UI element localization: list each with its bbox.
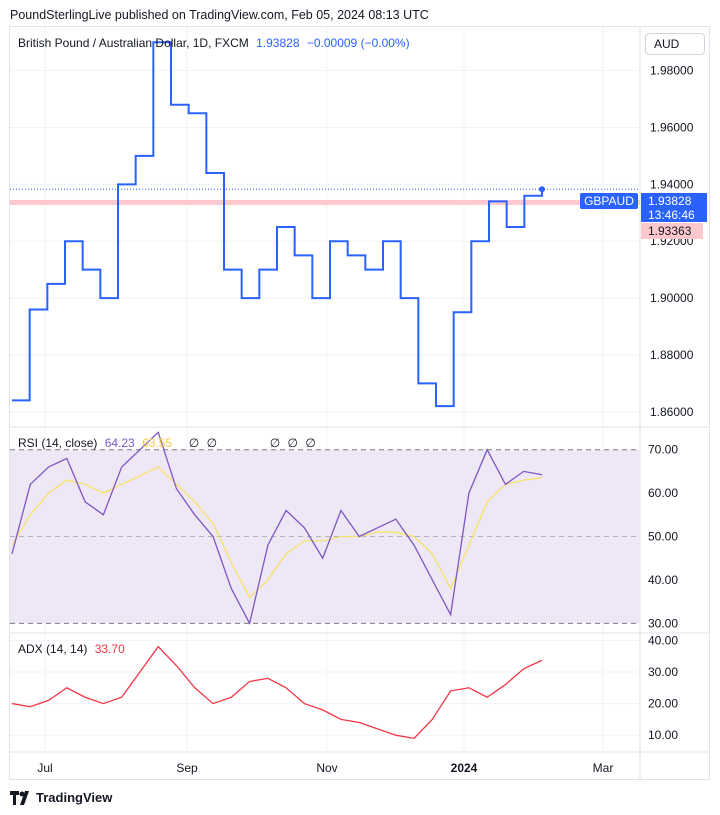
empty-value-mark: ∅ xyxy=(287,436,298,450)
adx-axis-label: 10.00 xyxy=(648,728,678,742)
price-axis: 1.980001.960001.940001.920001.900001.880… xyxy=(650,64,694,419)
empty-value-mark: ∅ xyxy=(188,436,200,450)
rsi-label: RSI (14, close) xyxy=(18,436,98,450)
rsi-axis-label: 60.00 xyxy=(648,486,678,500)
price-axis-label: 1.98000 xyxy=(650,64,694,78)
rsi-axis: 70.00 60.00 50.00 40.00 30.00 xyxy=(648,443,678,631)
rsi-value: 64.23 xyxy=(104,436,135,450)
price-badge: 1.93828 13:46:46 xyxy=(641,193,707,222)
empty-value-mark: ∅ xyxy=(206,436,218,450)
last-price-dot xyxy=(539,186,545,193)
level-badge: 1.93363 xyxy=(641,223,703,239)
adx-value: 33.70 xyxy=(94,642,125,656)
rsi-axis-label: 70.00 xyxy=(648,443,678,457)
symbol-title: British Pound / Australian Dollar, 1D, F… xyxy=(18,36,249,50)
empty-value-mark: ∅ xyxy=(305,436,316,450)
rsi-axis-label: 50.00 xyxy=(648,530,678,544)
level-badge-value: 1.93363 xyxy=(648,224,692,238)
adx-axis: 40.00 30.00 20.00 10.00 xyxy=(648,633,678,742)
price-axis-label: 1.90000 xyxy=(650,291,694,305)
time-axis-label: 2024 xyxy=(451,761,478,775)
price-axis-label: 1.96000 xyxy=(650,121,694,135)
adx-line xyxy=(11,645,543,740)
time-axis: Jul Sep Nov 2024 Mar xyxy=(37,761,613,775)
adx-axis-label: 20.00 xyxy=(648,697,678,711)
time-axis-label: Sep xyxy=(176,761,198,775)
rsi-legend: RSI (14, close) 64.23 63.55 ∅ ∅ ∅ ∅ ∅ xyxy=(18,436,316,450)
price-step-line xyxy=(12,41,543,408)
rsi-ma-line xyxy=(11,466,543,599)
price-badge-value: 1.93828 xyxy=(648,194,692,208)
adx-axis-label: 40.00 xyxy=(648,633,678,647)
tradingview-logo-icon xyxy=(10,790,29,805)
publish-header: PoundSterlingLive published on TradingVi… xyxy=(10,8,429,22)
price-legend: British Pound / Australian Dollar, 1D, F… xyxy=(18,36,410,50)
price-axis-label: 1.86000 xyxy=(650,405,694,419)
change-value: −0.00009 (−0.00%) xyxy=(306,36,410,50)
chart-frame xyxy=(9,26,710,780)
rsi-line xyxy=(11,431,543,626)
price-badge-time: 13:46:46 xyxy=(648,208,695,222)
adx-axis-label: 30.00 xyxy=(648,665,678,679)
price-axis-label: 1.88000 xyxy=(650,348,694,362)
symbol-badge-text: GBPAUD xyxy=(584,194,634,208)
time-axis-label: Nov xyxy=(316,761,337,775)
symbol-badge: GBPAUD xyxy=(580,193,638,209)
adx-legend: ADX (14, 14) 33.70 xyxy=(18,642,125,656)
rsi-axis-label: 30.00 xyxy=(648,616,678,630)
horizontal-level-line xyxy=(10,199,640,205)
rsi-axis-label: 40.00 xyxy=(648,573,678,587)
price-axis-label: 1.94000 xyxy=(650,177,694,191)
footer-brand: TradingView xyxy=(36,790,113,805)
last-value: 1.93828 xyxy=(256,36,300,50)
currency-button[interactable]: AUD xyxy=(645,33,705,55)
footer: TradingView xyxy=(10,790,112,805)
adx-label: ADX (14, 14) xyxy=(18,642,88,656)
time-axis-label: Mar xyxy=(593,761,614,775)
rsi-ma-value: 63.55 xyxy=(142,436,173,450)
empty-value-mark: ∅ xyxy=(269,436,281,450)
time-axis-label: Jul xyxy=(37,761,52,775)
